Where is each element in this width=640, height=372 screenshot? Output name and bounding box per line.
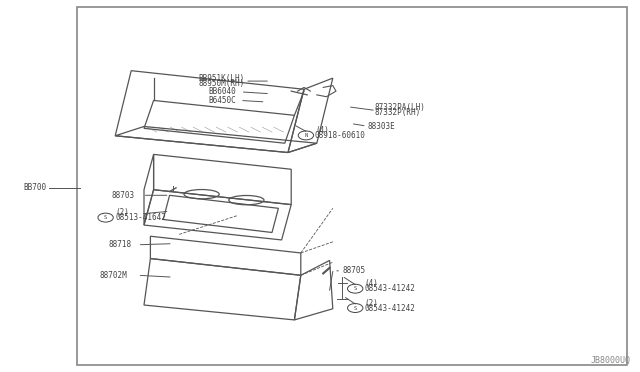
- Text: 87332PA(LH): 87332PA(LH): [374, 103, 425, 112]
- Text: B6450C: B6450C: [208, 96, 236, 105]
- Text: S: S: [353, 286, 357, 291]
- Text: 88950M(RH): 88950M(RH): [198, 79, 244, 88]
- Text: 88705: 88705: [342, 266, 365, 275]
- Text: N: N: [304, 133, 308, 138]
- Text: 88718: 88718: [109, 240, 132, 249]
- Text: S: S: [353, 305, 357, 311]
- Text: 08543-41242: 08543-41242: [364, 284, 415, 293]
- Text: 87332P(RH): 87332P(RH): [374, 108, 420, 117]
- Text: 08543-41242: 08543-41242: [364, 304, 415, 312]
- Text: BB6040: BB6040: [208, 87, 236, 96]
- Text: 88702M: 88702M: [99, 271, 127, 280]
- Text: JB8000UQ: JB8000UQ: [590, 356, 630, 365]
- Text: 08918-60610: 08918-60610: [315, 131, 365, 140]
- Text: 88303E: 88303E: [368, 122, 396, 131]
- Text: 88703: 88703: [112, 191, 135, 200]
- Text: BB700: BB700: [24, 183, 47, 192]
- Text: (2): (2): [364, 299, 378, 308]
- Text: (4): (4): [364, 279, 378, 288]
- Bar: [77, 7, 627, 365]
- Text: 08513-41642: 08513-41642: [115, 213, 166, 222]
- Text: (4): (4): [315, 126, 329, 135]
- Text: S: S: [104, 215, 108, 220]
- Text: (2): (2): [115, 208, 129, 217]
- Text: BB951K(LH): BB951K(LH): [198, 74, 244, 83]
